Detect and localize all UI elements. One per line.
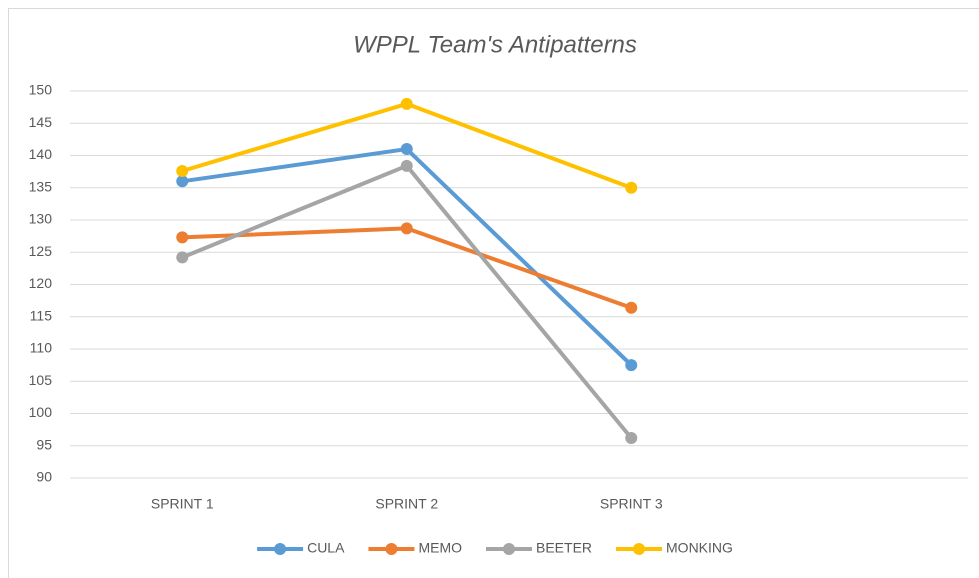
y-tick-label: 145 [29,114,53,130]
y-tick-label: 110 [30,340,53,356]
chart-border [8,8,979,578]
legend-label: CULA [307,540,345,556]
data-point [176,175,189,188]
legend-marker [503,543,516,555]
y-tick-label: 125 [29,243,53,259]
legend-marker [274,543,287,555]
y-tick-label: 100 [29,404,53,420]
legend-label: MEMO [418,540,462,556]
data-point [176,251,189,264]
chart-title: WPPL Team's Antipatterns [353,31,637,58]
data-point [176,231,189,244]
y-tick-label: 95 [36,436,52,452]
y-tick-label: 130 [29,211,53,227]
y-tick-label: 90 [36,469,52,485]
x-tick-label: SPRINT 3 [600,496,663,512]
data-point [400,97,413,110]
data-point [176,164,189,177]
y-tick-label: 115 [30,307,53,323]
legend-label: MONKING [666,540,733,556]
legend-marker [633,543,646,555]
y-tick-label: 150 [29,82,53,98]
x-tick-label: SPRINT 1 [151,496,214,512]
legend-label: BEETER [536,540,592,556]
data-point [400,159,413,172]
data-point [625,181,638,194]
data-point [625,432,638,445]
y-tick-label: 105 [29,372,53,388]
y-tick-label: 135 [29,178,53,194]
data-point [400,143,413,156]
y-tick-label: 120 [29,275,53,291]
data-point [625,359,638,372]
x-tick-label: SPRINT 2 [375,496,438,512]
y-tick-label: 140 [29,146,53,162]
data-point [400,222,413,235]
legend-marker [385,543,398,555]
data-point [625,301,638,314]
